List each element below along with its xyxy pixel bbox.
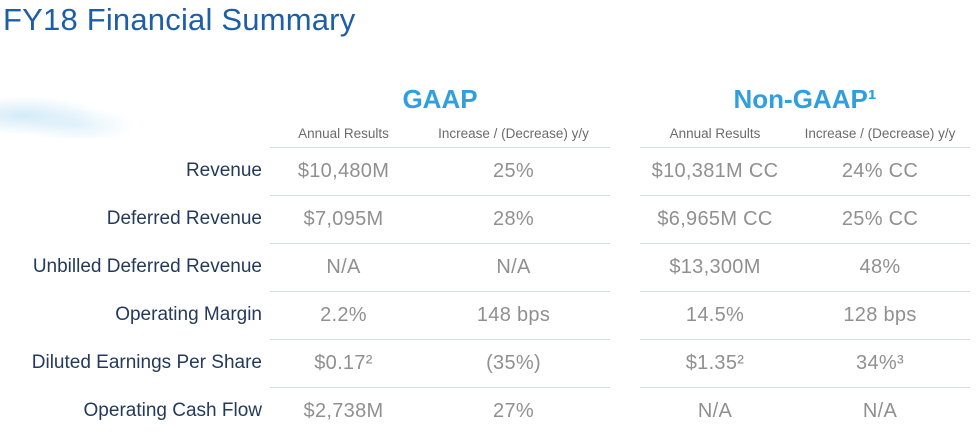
- row-label: Revenue: [185, 160, 262, 181]
- column-group-gaap: GAAP: [402, 84, 478, 114]
- nongaap-annual-value: $1.35²: [685, 352, 745, 374]
- gaap-increase-decrease-header: Increase / (Decrease) y/y: [438, 126, 589, 141]
- gaap-annual-value: N/A: [326, 256, 361, 278]
- column-group-nongaap: Non-GAAP¹: [733, 84, 877, 114]
- table-row-revenue: Revenue $10,480M 25% $10,381M CC 24% CC: [5, 147, 975, 195]
- gaap-annual-value: $2,738M: [303, 400, 384, 422]
- row-label: Operating Margin: [115, 304, 262, 325]
- gaap-annual-value: $0.17²: [314, 352, 373, 374]
- nongaap-change-value: 48%: [859, 256, 901, 278]
- gaap-change-value: 25%: [493, 160, 534, 182]
- nongaap-change-value: 25% CC: [841, 208, 919, 230]
- subheader-row: Annual Results Increase / (Decrease) y/y…: [5, 115, 975, 147]
- gaap-change-value: 27%: [493, 400, 534, 422]
- gaap-change-value: N/A: [496, 256, 531, 278]
- table-row-deferred-revenue: Deferred Revenue $7,095M 28% $6,965M CC …: [5, 195, 975, 243]
- row-label: Deferred Revenue: [106, 208, 262, 229]
- gaap-annual-value: $10,480M: [297, 160, 390, 182]
- table-row-operating-margin: Operating Margin 2.2% 148 bps 14.5% 128 …: [5, 291, 975, 339]
- nongaap-annual-value: 14.5%: [685, 304, 745, 326]
- nongaap-change-value: 34%³: [856, 352, 904, 374]
- table-row-operating-cash-flow: Operating Cash Flow $2,738M 27% N/A N/A: [5, 387, 975, 433]
- group-header-row: GAAP Non-GAAP¹: [5, 77, 975, 115]
- nongaap-increase-decrease-header: Increase / (Decrease) y/y: [804, 126, 956, 141]
- table-row-unbilled-deferred-revenue: Unbilled Deferred Revenue N/A N/A $13,30…: [5, 243, 975, 291]
- row-label: Unbilled Deferred Revenue: [32, 256, 262, 277]
- gaap-annual-value: $7,095M: [303, 208, 384, 230]
- gaap-annual-value: 2.2%: [320, 304, 367, 326]
- nongaap-annual-value: $13,300M: [669, 256, 761, 278]
- nongaap-annual-value: $6,965M CC: [657, 208, 773, 230]
- gaap-annual-results-header: Annual Results: [298, 126, 389, 141]
- gaap-change-value: 28%: [493, 208, 534, 230]
- gaap-change-value: (35%): [486, 352, 541, 374]
- nongaap-change-value: 128 bps: [843, 304, 917, 326]
- nongaap-annual-value: N/A: [697, 400, 733, 422]
- table-row-diluted-eps: Diluted Earnings Per Share $0.17² (35%) …: [5, 339, 975, 387]
- page-title: FY18 Financial Summary: [3, 2, 356, 37]
- gaap-change-value: 148 bps: [476, 304, 551, 326]
- financial-summary-table: GAAP Non-GAAP¹ Annual Results Increase /…: [5, 77, 975, 433]
- nongaap-change-value: N/A: [862, 400, 898, 422]
- nongaap-annual-value: $10,381M CC: [651, 160, 779, 182]
- nongaap-annual-results-header: Annual Results: [669, 126, 761, 141]
- row-label: Diluted Earnings Per Share: [31, 352, 262, 373]
- row-label: Operating Cash Flow: [83, 400, 262, 421]
- nongaap-change-value: 24% CC: [841, 160, 919, 182]
